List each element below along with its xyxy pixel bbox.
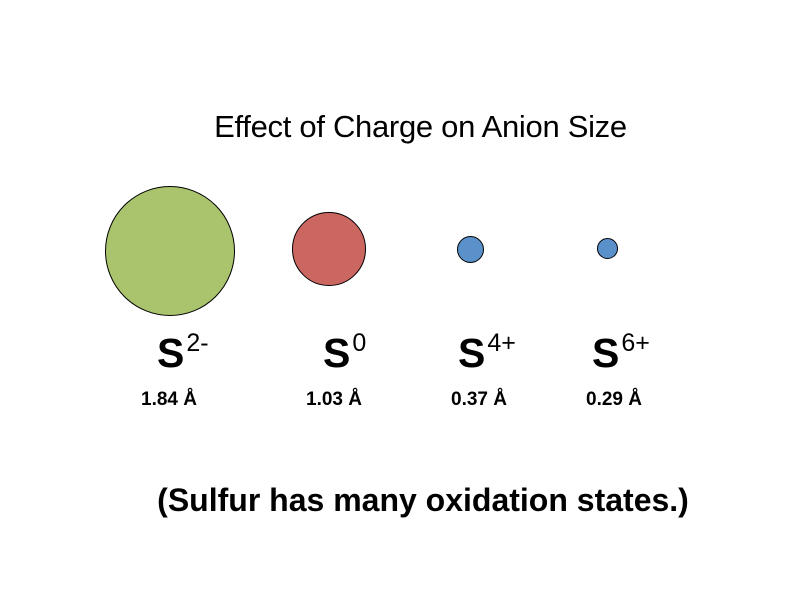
ion-circle-s4-plus bbox=[457, 236, 484, 263]
caption: (Sulfur has many oxidation states.) bbox=[157, 482, 689, 518]
ion-radius-s0: 1.03 Å bbox=[306, 389, 362, 410]
charge-label: 0 bbox=[352, 329, 367, 357]
element-label: S bbox=[592, 330, 620, 376]
ion-radius-s2-minus: 1.84 Å bbox=[141, 389, 197, 410]
element-label: S bbox=[157, 330, 185, 376]
diagram-title: Effect of Charge on Anion Size bbox=[214, 109, 627, 144]
charge-label: 6+ bbox=[621, 329, 650, 357]
ion-circle-s2-minus bbox=[105, 186, 235, 316]
element-label: S bbox=[323, 330, 351, 376]
charge-label: 4+ bbox=[487, 329, 516, 357]
ion-radius-s4-plus: 0.37 Å bbox=[451, 389, 507, 410]
ion-circle-s0 bbox=[292, 212, 366, 286]
ion-symbol-s0: S0 bbox=[323, 329, 367, 377]
ion-symbol-s4-plus: S4+ bbox=[458, 329, 516, 377]
ion-symbol-s2-minus: S2- bbox=[157, 329, 209, 377]
ion-symbol-s6-plus: S6+ bbox=[592, 329, 650, 377]
element-label: S bbox=[458, 330, 486, 376]
ion-circle-s6-plus bbox=[597, 238, 618, 259]
ion-radius-s6-plus: 0.29 Å bbox=[586, 389, 642, 410]
charge-label: 2- bbox=[186, 329, 209, 357]
